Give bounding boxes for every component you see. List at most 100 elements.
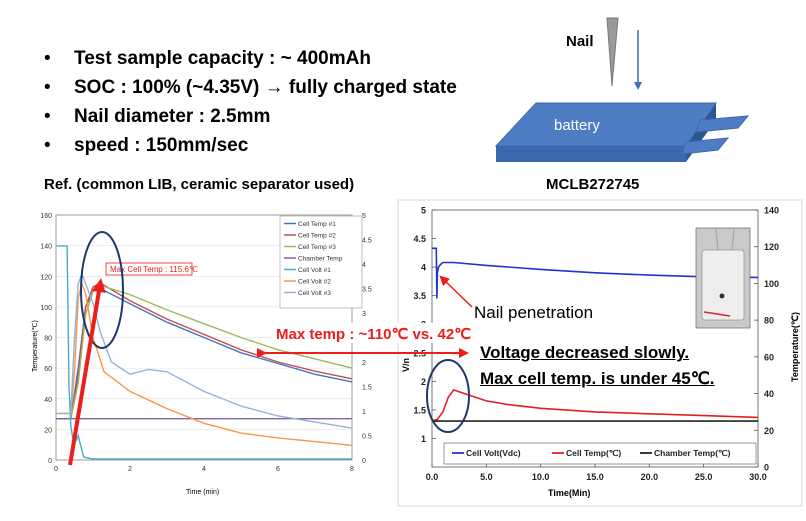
mclb-y2-axis-label: Temperature(℃) xyxy=(790,312,800,382)
y2-tick-label: 140 xyxy=(764,206,779,216)
y2-tick-label: 0 xyxy=(764,463,769,473)
y-tick-label: 160 xyxy=(40,213,52,220)
y-tick-label: 1 xyxy=(421,434,426,444)
x-tick-label: 30.0 xyxy=(749,472,767,482)
comparison-overlay: Max temp : ~110℃ vs. 42℃ xyxy=(68,231,480,466)
y2-tick-label: 40 xyxy=(764,389,774,399)
battery-tab-1 xyxy=(695,115,750,133)
y2-tick-label: 60 xyxy=(764,352,774,362)
nail-shape xyxy=(606,17,619,87)
y2-tick-label: 5 xyxy=(362,213,366,220)
y2-tick-label: 2 xyxy=(362,360,366,367)
nail-penetration-arrow xyxy=(439,275,473,308)
reference-chart-ticks: 0204060801001201401600246800.511.522.533… xyxy=(40,213,372,473)
mclb-chart-series xyxy=(431,247,759,422)
reference-peak-arrow xyxy=(68,278,106,466)
x-tick-label: 6 xyxy=(276,466,280,473)
mclb-x-axis-label: Time(Min) xyxy=(548,488,590,498)
nail-penetration-annotation: Nail penetration xyxy=(474,303,593,322)
x-tick-label: 8 xyxy=(350,466,354,473)
battery-photo xyxy=(695,227,751,329)
legend-item-cell-volt-1: Cell Volt #1 xyxy=(298,267,331,274)
y-tick-label: 0 xyxy=(48,458,52,465)
note-voltage: Voltage decreased slowly. xyxy=(480,340,715,366)
y-tick-label: 4 xyxy=(421,263,426,273)
y2-tick-label: 4.5 xyxy=(362,238,372,245)
reference-x-axis-label: Time (min) xyxy=(186,489,219,496)
condition-speed: • speed : 150mm/sec xyxy=(44,135,249,156)
battery-front xyxy=(496,146,686,162)
comparison-label: Max temp : ~110℃ vs. 42℃ xyxy=(276,326,471,343)
y2-tick-label: 120 xyxy=(764,242,779,252)
y2-tick-label: 0.5 xyxy=(362,434,372,441)
x-tick-label: 15.0 xyxy=(586,472,604,482)
y-tick-label: 60 xyxy=(44,366,52,373)
y-tick-label: 20 xyxy=(44,427,52,434)
reference-peak-ellipse xyxy=(80,231,124,349)
x-tick-label: 25.0 xyxy=(695,472,713,482)
y-tick-label: 3.5 xyxy=(413,291,426,301)
legend-item-cell-temp: Cell Temp(℃) xyxy=(566,448,621,458)
mclb-heading: MCLB272745 xyxy=(546,176,640,193)
y2-tick-label: 1 xyxy=(362,409,366,416)
y2-tick-label: 20 xyxy=(764,426,774,436)
series-cell-volt-2 xyxy=(56,281,353,446)
battery-label: battery xyxy=(554,117,600,134)
x-tick-label: 5.0 xyxy=(480,472,493,482)
max-cell-temp-annotation: Max Cell Temp : 115.6℃ xyxy=(110,265,198,274)
series-cell-temp-1 xyxy=(56,287,353,420)
y-tick-label: 4.5 xyxy=(413,234,426,244)
x-tick-label: 4 xyxy=(202,466,206,473)
test-conditions-list: • Test sample capacity : ~ 400mAh • SOC : … xyxy=(44,44,457,160)
y2-tick-label: 0 xyxy=(362,458,366,465)
legend-item-cell-temp-1: Cell Temp #1 xyxy=(298,221,336,228)
x-tick-label: 0.0 xyxy=(426,472,439,482)
y2-tick-label: 4 xyxy=(362,262,366,269)
y2-tick-label: 1.5 xyxy=(362,385,372,392)
y-tick-label: 2 xyxy=(421,377,426,387)
mclb-y-axis-label: V/n xyxy=(401,358,411,372)
mclb-chart-legend: Cell Volt(Vdc) Cell Temp(℃) Chamber Temp(℃… xyxy=(443,442,757,465)
y-tick-label: 140 xyxy=(40,244,52,251)
y2-tick-label: 100 xyxy=(764,279,779,289)
battery-tab-2 xyxy=(681,137,730,155)
legend-item-cell-temp-2: Cell Temp #2 xyxy=(298,233,336,240)
note-max-temp: Max cell temp. is under 45℃. xyxy=(480,366,715,392)
notes: Voltage decreased slowly. Max cell temp.… xyxy=(480,340,715,392)
y-tick-label: 1.5 xyxy=(413,405,426,415)
y2-tick-label: 3.5 xyxy=(362,287,372,294)
x-tick-label: 10.0 xyxy=(532,472,550,482)
y-tick-label: 40 xyxy=(44,397,52,404)
legend-item-cell-volt-vdc: Cell Volt(Vdc) xyxy=(466,448,521,458)
legend-item-chamber-temp: Chamber Temp(℃) xyxy=(654,448,731,458)
x-tick-label: 0 xyxy=(54,466,58,473)
y-tick-label: 80 xyxy=(44,336,52,343)
y-tick-label: 120 xyxy=(40,274,52,281)
comparison-label-bg xyxy=(272,323,480,343)
x-tick-label: 20.0 xyxy=(641,472,659,482)
reference-heading: Ref. (common LIB, ceramic separator used… xyxy=(44,176,355,193)
nail-label: Nail xyxy=(566,33,594,50)
max-cell-temp-box xyxy=(105,262,193,276)
series-cell-volt-1 xyxy=(56,245,352,460)
y-tick-label: 5 xyxy=(421,206,426,216)
condition-capacity: • Test sample capacity : ~ 400mAh xyxy=(44,48,371,69)
y-tick-label: 100 xyxy=(40,305,52,312)
mclb-peak-ellipse xyxy=(426,359,470,433)
condition-soc: • SOC : 100% (~4.35V) → fully charged sta… xyxy=(44,77,457,98)
series-cell-temp xyxy=(431,388,759,422)
mclb-legend-box xyxy=(443,442,757,465)
reference-chart-legend: Cell Temp #1 Cell Temp #2 Cell Temp #3 Cham… xyxy=(279,215,363,309)
mclb-chart-ticks: 11.522.533.544.550.05.010.015.020.025.03… xyxy=(413,206,779,483)
legend-item-cell-temp-3: Cell Temp #3 xyxy=(298,244,336,251)
battery-top xyxy=(494,102,717,147)
y2-tick-label: 3 xyxy=(362,311,366,318)
legend-item-cell-volt-2: Cell Volt #2 xyxy=(298,279,331,286)
legend-item-cell-volt-3: Cell Volt #3 xyxy=(298,290,331,297)
condition-nail-diameter: • Nail diameter : 2.5mm xyxy=(44,106,271,127)
y2-tick-label: 80 xyxy=(764,316,774,326)
nail-battery-diagram: Nail battery xyxy=(494,17,750,162)
legend-item-chamber-temp: Chamber Temp xyxy=(298,256,343,263)
series-cell-volt-vdc xyxy=(432,247,759,299)
series-cell-temp-2 xyxy=(56,282,353,420)
